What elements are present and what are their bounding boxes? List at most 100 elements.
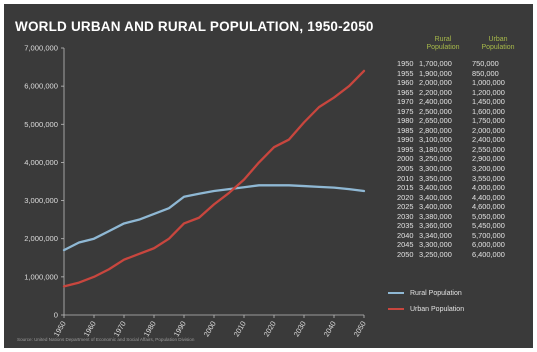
x-tick-label-3: 1980: [142, 320, 158, 339]
table-row: 1990 3,100,000 2,400,000: [397, 135, 522, 145]
source-note: Source: United Nations Department of Eco…: [17, 337, 195, 342]
y-tick-label-1: 1,000,000: [24, 272, 58, 281]
legend-rural-swatch: [388, 292, 404, 295]
table-year: 2025: [397, 202, 414, 212]
table-row: 2005 3,300,000 3,200,000: [397, 164, 522, 174]
legend-rural: Rural Population: [388, 290, 462, 297]
urban-column-header: Urban Population: [478, 36, 518, 52]
table-row: 2015 3,400,000 4,000,000: [397, 183, 522, 193]
table-rural-value: 3,400,000: [419, 183, 452, 193]
table-year: 2020: [397, 192, 414, 202]
table-rural-value: 3,360,000: [419, 221, 452, 231]
table-rural-value: 3,250,000: [419, 249, 452, 259]
x-tick-label-10: 2050: [352, 320, 368, 339]
table-year: 1980: [397, 116, 414, 126]
table-urban-value: 4,600,000: [472, 202, 505, 212]
table-row: 2050 3,250,000 6,400,000: [397, 250, 522, 260]
urban-header-line-1: Urban: [488, 36, 508, 43]
table-urban-value: 1,000,000: [472, 78, 505, 88]
table-rural-value: 3,380,000: [419, 211, 452, 221]
y-tick-label-0: 0: [54, 311, 58, 320]
table-rural-value: 2,200,000: [419, 87, 452, 97]
urban-header-line-2: Population: [481, 44, 515, 51]
table-rural-value: 2,000,000: [419, 78, 452, 88]
table-rural-value: 2,500,000: [419, 106, 452, 116]
table-rural-value: 3,340,000: [419, 230, 452, 240]
table-urban-value: 850,000: [472, 68, 499, 78]
table-row: 1955 1,900,000 850,000: [397, 69, 522, 79]
y-tick-label-7: 7,000,000: [24, 44, 58, 53]
table-rural-value: 3,300,000: [419, 164, 452, 174]
table-urban-value: 3,550,000: [472, 173, 505, 183]
table-year: 1975: [397, 106, 414, 116]
table-year: 1970: [397, 97, 414, 107]
table-row: 2045 3,300,000 6,000,000: [397, 240, 522, 250]
table-rural-value: 1,900,000: [419, 68, 452, 78]
rural-header-line-1: Rural: [434, 36, 452, 43]
table-rural-value: 2,650,000: [419, 116, 452, 126]
table-year: 1990: [397, 135, 414, 145]
legend-urban-label: Urban Population: [410, 306, 465, 313]
table-row: 1985 2,800,000 2,000,000: [397, 126, 522, 136]
table-urban-value: 4,400,000: [472, 192, 505, 202]
table-year: 2010: [397, 173, 414, 183]
table-year: 2050: [397, 249, 414, 259]
series-line-rural-population: [62, 184, 366, 252]
legend-urban-swatch: [388, 308, 404, 311]
table-year: 2045: [397, 240, 414, 250]
chart-panel: WORLD URBAN AND RURAL POPULATION, 1950-2…: [4, 4, 533, 348]
table-urban-value: 1,600,000: [472, 106, 505, 116]
y-tick-label-5: 5,000,000: [24, 120, 58, 129]
table-row: 2020 3,400,000 4,400,000: [397, 193, 522, 203]
table-row: 1980 2,650,000 1,750,000: [397, 116, 522, 126]
y-tick-label-4: 4,000,000: [24, 158, 58, 167]
table-urban-value: 2,400,000: [472, 135, 505, 145]
table-urban-value: 6,400,000: [472, 249, 505, 259]
table-rural-value: 2,800,000: [419, 125, 452, 135]
table-row: 2000 3,250,000 2,900,000: [397, 154, 522, 164]
table-year: 1965: [397, 87, 414, 97]
x-tick-label-1: 1960: [82, 320, 98, 339]
line-chart: 0 1,000,000 2,000,000 3,000,000 4,000,000 5,0…: [24, 44, 368, 339]
table-urban-value: 5,050,000: [472, 211, 505, 221]
table-row: 1975 2,500,000 1,600,000: [397, 107, 522, 117]
table-urban-value: 1,750,000: [472, 116, 505, 126]
x-tick-label-8: 2030: [292, 320, 308, 339]
table-urban-value: 3,200,000: [472, 164, 505, 174]
chart-title: WORLD URBAN AND RURAL POPULATION, 1950-2…: [15, 19, 374, 34]
table-row: 1960 2,000,000 1,000,000: [397, 78, 522, 88]
table-year: 1960: [397, 78, 414, 88]
table-rural-value: 3,350,000: [419, 173, 452, 183]
table-urban-value: 2,550,000: [472, 144, 505, 154]
table-year: 2035: [397, 221, 414, 231]
table-year: 1950: [397, 59, 414, 68]
x-tick-label-5: 2000: [202, 320, 218, 339]
table-urban-value: 4,000,000: [472, 183, 505, 193]
table-rural-value: 3,100,000: [419, 135, 452, 145]
table-year: 1985: [397, 125, 414, 135]
x-tick-label-0: 1950: [52, 320, 68, 339]
table-urban-value: 6,000,000: [472, 240, 505, 250]
table-row: 1950 1,700,000 750,000: [397, 59, 522, 69]
table-rural-value: 3,250,000: [419, 154, 452, 164]
table-row: 2040 3,340,000 5,700,000: [397, 231, 522, 241]
table-row: 2025 3,400,000 4,600,000: [397, 202, 522, 212]
table-year: 2040: [397, 230, 414, 240]
table-year: 2015: [397, 183, 414, 193]
table-row: 2035 3,360,000 5,450,000: [397, 221, 522, 231]
x-tick-label-6: 2010: [232, 320, 248, 339]
y-tick-label-3: 3,000,000: [24, 196, 58, 205]
rural-header-line-2: Population: [426, 44, 460, 51]
legend-urban: Urban Population: [388, 306, 464, 313]
table-rural-value: 3,300,000: [419, 240, 452, 250]
table-rural-value: 3,400,000: [419, 202, 452, 212]
table-rural-value: 1,700,000: [419, 59, 452, 68]
x-tick-label-4: 1990: [172, 320, 188, 339]
table-row: 1995 3,180,000 2,550,000: [397, 145, 522, 155]
table-year: 2000: [397, 154, 414, 164]
table-row: 1965 2,200,000 1,200,000: [397, 88, 522, 98]
table-rural-value: 3,180,000: [419, 144, 452, 154]
table-rural-value: 3,400,000: [419, 192, 452, 202]
table-urban-value: 750,000: [472, 59, 499, 68]
x-tick-label-2: 1970: [112, 320, 128, 339]
